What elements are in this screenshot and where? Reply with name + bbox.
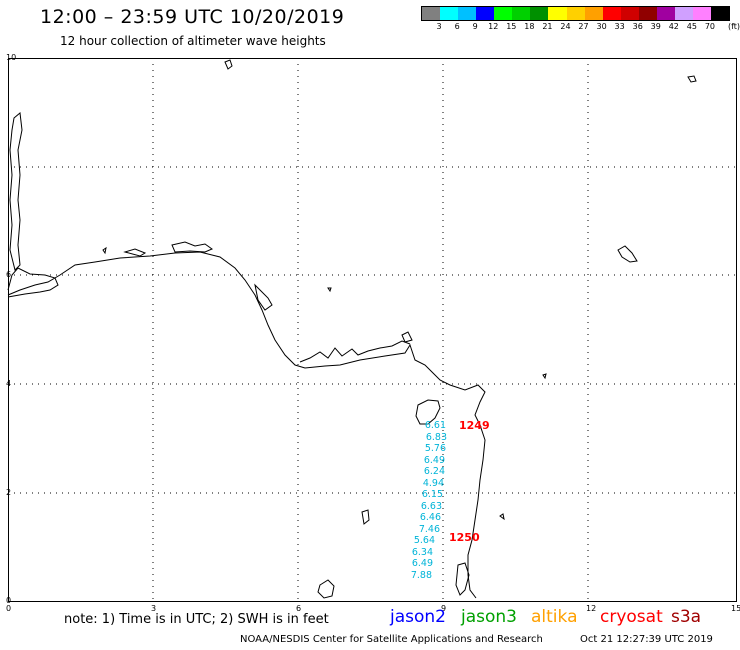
- color-swatch: [458, 7, 477, 20]
- color-swatch: [548, 7, 567, 20]
- color-swatch: [584, 7, 603, 20]
- color-swatch: [530, 7, 549, 20]
- color-scale-label: 3: [436, 22, 442, 31]
- legend-altika: altika: [531, 607, 578, 627]
- color-swatch: [440, 7, 459, 20]
- map-title: 12:00 – 23:59 UTC 10/20/2019: [40, 6, 345, 28]
- swh-value: 6.24: [423, 466, 445, 477]
- color-swatch: [656, 7, 675, 20]
- legend-cryosat: cryosat: [600, 607, 663, 627]
- y-tick-label: 4: [6, 379, 12, 388]
- swh-value: 4.94: [422, 477, 444, 489]
- x-tick-label: 6: [296, 604, 302, 613]
- color-scale-label: 12: [488, 22, 499, 31]
- swh-value: 7.46: [418, 523, 440, 535]
- color-swatch: [494, 7, 513, 20]
- swh-value: 5.76: [424, 443, 446, 454]
- swh-value: 6.49: [411, 558, 433, 569]
- color-scale-label: 30: [596, 22, 607, 31]
- color-swatch: [638, 7, 657, 20]
- color-swatch: [620, 7, 639, 20]
- y-tick-label: 0: [6, 596, 12, 605]
- color-swatch: [711, 7, 730, 20]
- color-scale-label: 36: [632, 22, 643, 31]
- time-label-1249: 1249: [459, 419, 490, 432]
- color-scale-label: 70: [704, 22, 716, 31]
- swh-value: 6.63: [420, 500, 442, 512]
- x-tick-label: 12: [586, 604, 597, 613]
- legend-s3a: s3a: [671, 607, 702, 627]
- color-scale-label: 21: [542, 22, 553, 31]
- y-tick-label: 6: [6, 270, 12, 279]
- gridlines: [8, 58, 737, 602]
- map-subtitle: 12 hour collection of altimeter wave hei…: [60, 34, 326, 48]
- color-scale-bar: [421, 6, 730, 21]
- swh-value: 7.88: [410, 569, 432, 581]
- color-swatch: [602, 7, 621, 20]
- color-scale-label: 45: [686, 22, 697, 31]
- color-swatch: [692, 7, 711, 20]
- color-scale-label: 9: [472, 22, 478, 31]
- x-tick-label: 0: [6, 604, 12, 613]
- swh-value: 6.83: [425, 431, 447, 443]
- swh-value: 6.49: [423, 454, 445, 466]
- swh-value: 6.61: [424, 420, 446, 431]
- swh-value: 6.15: [421, 489, 443, 500]
- time-label-1250: 1250: [449, 531, 480, 544]
- color-scale-label: 27: [578, 22, 589, 31]
- legend-jason2: jason2: [390, 607, 446, 627]
- coastline: [7, 59, 697, 599]
- color-scale-label: 24: [560, 22, 571, 31]
- color-scale-label: 42: [668, 22, 679, 31]
- note-text: note: 1) Time is in UTC; 2) SWH is in fe…: [64, 612, 329, 627]
- color-scale-label: 39: [650, 22, 661, 31]
- y-tick-label: 2: [6, 488, 12, 497]
- credit-text: NOAA/NESDIS Center for Satellite Applica…: [240, 634, 543, 645]
- color-swatch: [566, 7, 585, 20]
- generated-timestamp: Oct 21 12:27:39 UTC 2019: [580, 634, 713, 645]
- color-scale-label: 18: [524, 22, 535, 31]
- x-tick-label: 15: [731, 604, 740, 613]
- color-scale-label: 6: [454, 22, 460, 31]
- color-swatch: [422, 7, 441, 20]
- legend-jason3: jason3: [461, 607, 517, 627]
- swh-value: 6.34: [411, 546, 433, 558]
- color-swatch: [512, 7, 531, 20]
- swh-value: 5.64: [413, 535, 435, 546]
- map-frame: [8, 58, 737, 602]
- color-scale-label: 15: [506, 22, 517, 31]
- x-tick-label: 9: [441, 604, 447, 613]
- swh-value: 6.46: [419, 512, 441, 523]
- color-scale-label: 33: [614, 22, 625, 31]
- color-swatch: [476, 7, 495, 20]
- color-swatch: [674, 7, 693, 20]
- color-scale-label: (ft): [727, 22, 740, 31]
- x-tick-label: 3: [151, 604, 157, 613]
- color-scale-labels: 3 6 9 12 15 18 21 24 27 30 33 36 39 42 45 70 (ft): [421, 22, 740, 34]
- y-tick-label: 10: [6, 53, 17, 62]
